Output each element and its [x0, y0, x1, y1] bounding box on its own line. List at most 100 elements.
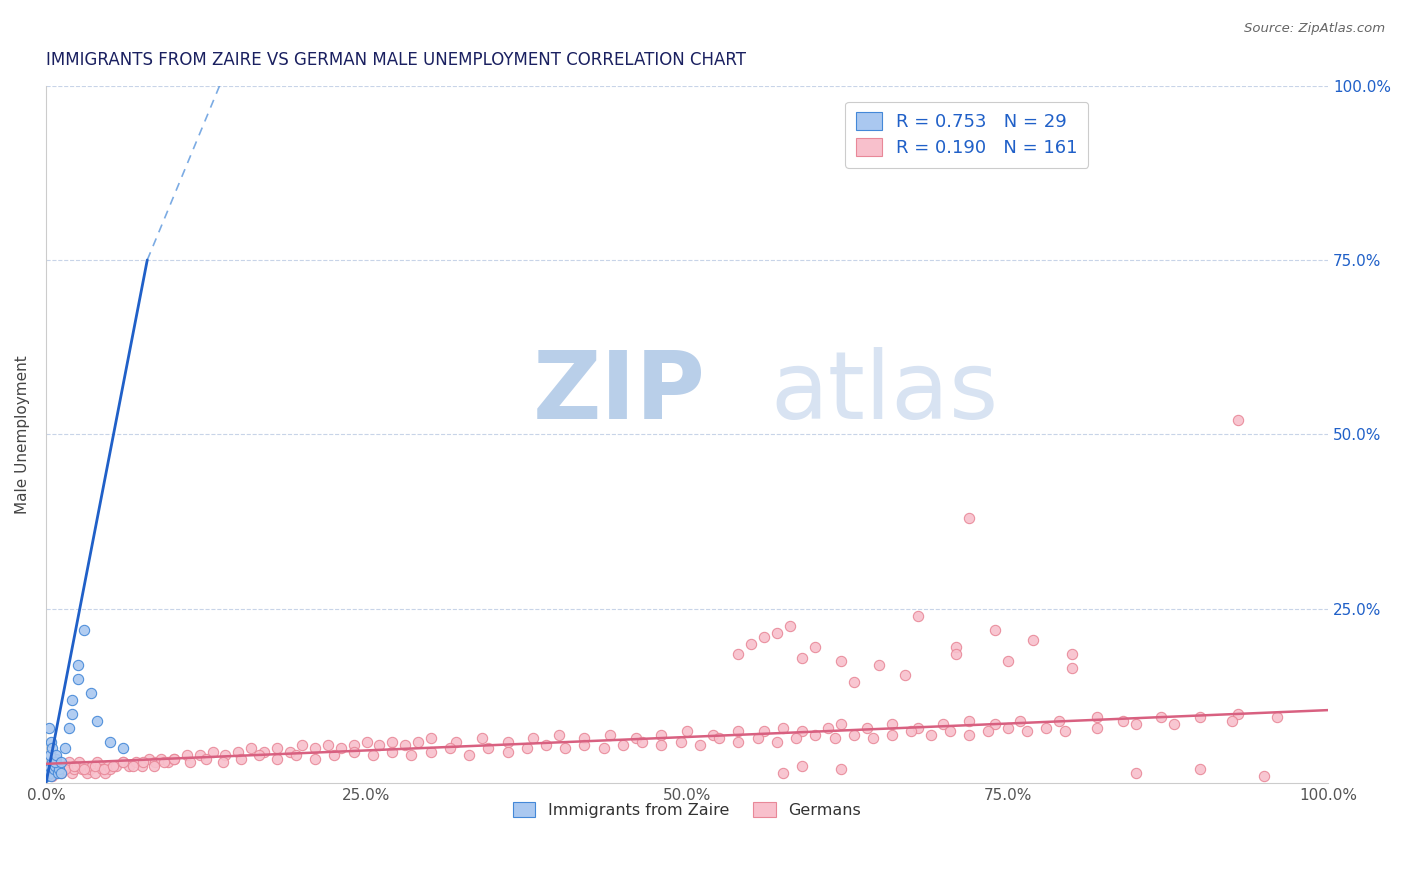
- Point: [63, 763, 86, 777]
- Point: [1085, 721, 1108, 735]
- Point: [111, 756, 134, 770]
- Point: [830, 763, 852, 777]
- Point: [419, 731, 441, 745]
- Point: [67, 756, 90, 770]
- Point: [894, 668, 917, 682]
- Point: [1112, 714, 1135, 728]
- Point: [111, 741, 134, 756]
- Point: [73, 623, 96, 637]
- Point: [984, 623, 1007, 637]
- Point: [53, 763, 76, 777]
- Point: [39, 769, 62, 783]
- Point: [650, 727, 672, 741]
- Point: [51, 766, 73, 780]
- Point: [1265, 710, 1288, 724]
- Point: [977, 724, 1000, 739]
- Point: [446, 734, 468, 748]
- Point: [63, 759, 86, 773]
- Point: [42, 763, 65, 777]
- Point: [842, 727, 865, 741]
- Point: [201, 745, 224, 759]
- Point: [765, 626, 787, 640]
- Point: [329, 741, 352, 756]
- Point: [752, 724, 775, 739]
- Point: [740, 637, 762, 651]
- Point: [41, 769, 63, 783]
- Point: [830, 717, 852, 731]
- Point: [1125, 717, 1147, 731]
- Point: [727, 724, 749, 739]
- Point: [689, 738, 711, 752]
- Point: [496, 745, 519, 759]
- Point: [458, 748, 481, 763]
- Point: [38, 766, 60, 780]
- Point: [772, 721, 794, 735]
- Point: [401, 748, 423, 763]
- Point: [368, 738, 391, 752]
- Point: [817, 721, 839, 735]
- Point: [1188, 710, 1211, 724]
- Point: [48, 763, 70, 777]
- Point: [1227, 706, 1250, 721]
- Point: [624, 731, 647, 745]
- Point: [957, 714, 980, 728]
- Point: [53, 741, 76, 756]
- Point: [792, 650, 814, 665]
- Point: [101, 759, 124, 773]
- Point: [862, 731, 884, 745]
- Point: [66, 759, 89, 773]
- Point: [93, 763, 115, 777]
- Point: [842, 675, 865, 690]
- Point: [73, 759, 96, 773]
- Point: [41, 741, 63, 756]
- Point: [547, 727, 569, 741]
- Point: [132, 756, 155, 770]
- Point: [52, 763, 75, 777]
- Point: [381, 745, 404, 759]
- Point: [60, 706, 83, 721]
- Point: [669, 734, 692, 748]
- Point: [150, 752, 173, 766]
- Point: [868, 657, 890, 672]
- Point: [522, 731, 544, 745]
- Point: [163, 752, 186, 766]
- Point: [179, 756, 201, 770]
- Point: [939, 724, 962, 739]
- Point: [105, 759, 128, 773]
- Point: [534, 738, 557, 752]
- Point: [212, 756, 235, 770]
- Point: [46, 766, 69, 780]
- Point: [361, 748, 384, 763]
- Point: [44, 766, 66, 780]
- Point: [1188, 763, 1211, 777]
- Point: [44, 759, 66, 773]
- Point: [38, 721, 60, 735]
- Point: [80, 686, 103, 700]
- Point: [907, 608, 929, 623]
- Point: [316, 738, 339, 752]
- Point: [253, 745, 276, 759]
- Point: [702, 727, 724, 741]
- Point: [707, 731, 730, 745]
- Point: [727, 734, 749, 748]
- Point: [676, 724, 699, 739]
- Point: [1150, 710, 1173, 724]
- Point: [471, 731, 494, 745]
- Point: [394, 738, 416, 752]
- Point: [945, 640, 967, 655]
- Point: [39, 734, 62, 748]
- Point: [900, 724, 922, 739]
- Point: [86, 714, 108, 728]
- Point: [73, 763, 96, 777]
- Point: [46, 763, 69, 777]
- Point: [38, 763, 60, 777]
- Point: [997, 654, 1019, 668]
- Point: [153, 756, 176, 770]
- Point: [957, 511, 980, 525]
- Point: [343, 745, 366, 759]
- Point: [45, 766, 67, 780]
- Point: [650, 738, 672, 752]
- Point: [176, 748, 198, 763]
- Point: [96, 759, 118, 773]
- Point: [1253, 769, 1275, 783]
